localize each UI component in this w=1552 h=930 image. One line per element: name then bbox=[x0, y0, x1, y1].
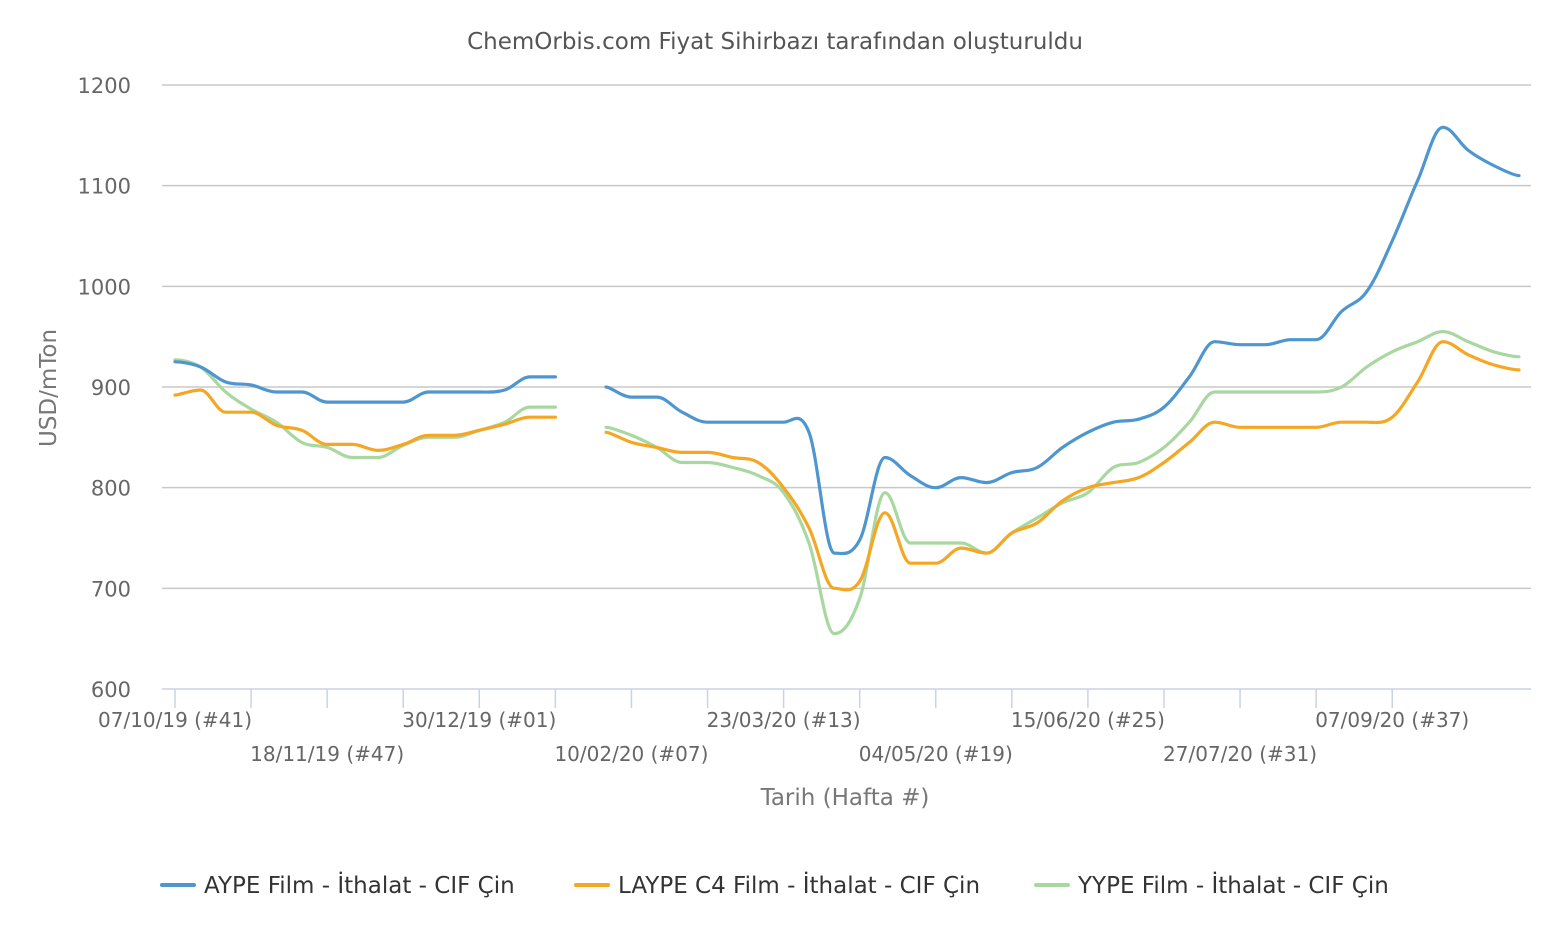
x-tick-label: 30/12/19 (#01) bbox=[402, 708, 556, 732]
x-tick-label: 10/02/20 (#07) bbox=[554, 742, 708, 766]
series-line-2-segment-1 bbox=[173, 388, 557, 452]
series-line-1-segment-1 bbox=[173, 360, 557, 404]
y-tick-label: 600 bbox=[91, 678, 131, 702]
y-axis-tick-labels: 600 700 800 900 1000 1100 1200 bbox=[78, 74, 131, 702]
y-tick-label: 1000 bbox=[78, 275, 131, 299]
x-tick-label: 15/06/20 (#25) bbox=[1011, 708, 1165, 732]
y-tick-label: 800 bbox=[91, 477, 131, 501]
x-tick-label: 07/09/20 (#37) bbox=[1315, 708, 1469, 732]
y-tick-label: 1100 bbox=[78, 175, 131, 199]
x-tick-label: 27/07/20 (#31) bbox=[1163, 742, 1317, 766]
chart-title: ChemOrbis.com Fiyat Sihirbazı tarafından… bbox=[467, 29, 1083, 55]
x-axis-label: Tarih (Hafta #) bbox=[760, 785, 930, 811]
legend-label-1: AYPE Film - İthalat - CIF Çin bbox=[204, 871, 515, 899]
legend: AYPE Film - İthalat - CIF Çin LAYPE C4 Fi… bbox=[160, 871, 1389, 899]
y-gridlines bbox=[162, 84, 1531, 590]
series-line-2-segment-2 bbox=[604, 340, 1521, 592]
series-line-3-segment-1 bbox=[173, 358, 557, 460]
series-lines bbox=[173, 125, 1521, 636]
x-tick-label: 23/03/20 (#13) bbox=[707, 708, 861, 732]
x-tick-label: 07/10/19 (#41) bbox=[98, 708, 252, 732]
legend-label-3: YYPE Film - İthalat - CIF Çin bbox=[1077, 871, 1389, 899]
series-line-1-segment-2 bbox=[604, 125, 1521, 556]
x-tick-label: 18/11/19 (#47) bbox=[250, 742, 404, 766]
x-axis-tick-marks bbox=[174, 689, 1393, 708]
y-axis-label: USD/mTon bbox=[36, 329, 62, 447]
y-tick-label: 700 bbox=[91, 577, 131, 601]
legend-label-2: LAYPE C4 Film - İthalat - CIF Çin bbox=[618, 871, 980, 899]
y-tick-label: 1200 bbox=[78, 74, 131, 98]
x-axis-tick-labels: 07/10/19 (#41) 18/11/19 (#47) 30/12/19 (#0… bbox=[98, 708, 1469, 766]
y-tick-label: 900 bbox=[91, 376, 131, 400]
x-tick-label: 04/05/20 (#19) bbox=[859, 742, 1013, 766]
